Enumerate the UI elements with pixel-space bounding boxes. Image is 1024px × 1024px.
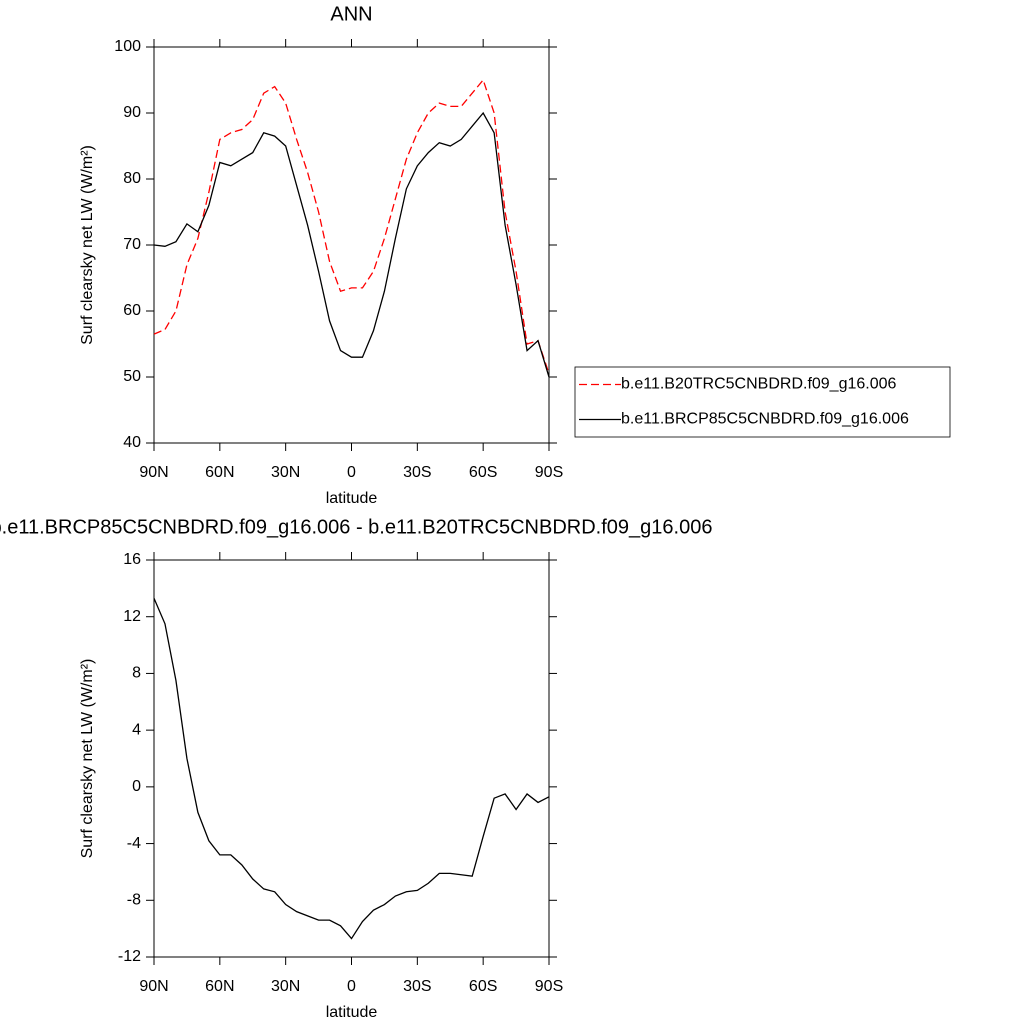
y-tick-label: 40 [123, 434, 141, 451]
x-tick-label: 60S [469, 464, 497, 481]
x-tick-label: 60N [205, 464, 234, 481]
x-tick-label: 60N [205, 978, 234, 995]
data-line [153, 111, 550, 378]
y-tick-label: 8 [132, 665, 141, 682]
x-tick-label: 0 [347, 978, 356, 995]
x-tick-label: 30N [271, 978, 300, 995]
x-tick-label: 30N [271, 464, 300, 481]
y-tick-label: 50 [123, 368, 141, 385]
y-tick-label: 0 [132, 778, 141, 795]
y-tick-label: 16 [123, 551, 141, 568]
x-tick-label: 90N [139, 978, 168, 995]
y-tick-label: -4 [127, 835, 141, 852]
y-tick-label: -12 [118, 948, 141, 965]
x-axis-label: latitude [326, 1004, 378, 1021]
y-tick-label: 80 [123, 170, 141, 187]
legend-label: b.e11.BRCP85C5CNBDRD.f09_g16.006 [621, 411, 909, 428]
x-tick-label: 30S [403, 978, 431, 995]
y-tick-label: 60 [123, 302, 141, 319]
plot-frame [153, 559, 550, 958]
data-line [153, 598, 550, 940]
legend-box [574, 366, 951, 438]
x-tick-label: 0 [347, 464, 356, 481]
y-tick-label: 12 [123, 608, 141, 625]
y-tick-label: 70 [123, 236, 141, 253]
x-tick-label: 30S [403, 464, 431, 481]
y-axis-label: Surf clearsky net LW (W/m²) [79, 659, 96, 859]
y-tick-label: 90 [123, 104, 141, 121]
x-tick-label: 90S [535, 978, 563, 995]
plot-frame [153, 46, 550, 444]
y-tick-label: 100 [114, 38, 141, 55]
data-line [153, 78, 550, 374]
y-tick-label: 4 [132, 721, 141, 738]
x-tick-label: 90S [535, 464, 563, 481]
chart-title: ANN [330, 3, 372, 25]
x-axis-label: latitude [326, 490, 378, 507]
y-tick-label: -8 [127, 892, 141, 909]
chart-title: b.e11.BRCP85C5CNBDRD.f09_g16.006 - b.e11… [0, 516, 712, 538]
x-tick-label: 90N [139, 464, 168, 481]
x-tick-label: 60S [469, 978, 497, 995]
y-axis-label: Surf clearsky net LW (W/m²) [79, 145, 96, 345]
legend-label: b.e11.B20TRC5CNBDRD.f09_g16.006 [621, 376, 897, 393]
